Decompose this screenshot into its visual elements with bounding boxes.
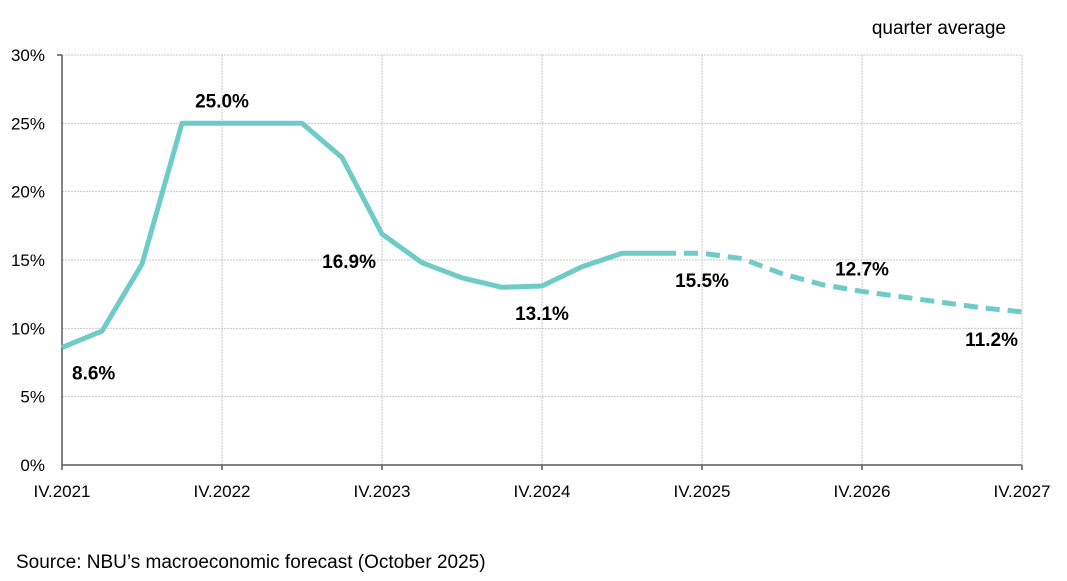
- series-line-actual: [61, 120, 662, 350]
- data-label: 15.5%: [675, 271, 729, 292]
- y-tick-label: 15%: [11, 251, 45, 270]
- data-label: 8.6%: [72, 363, 115, 384]
- data-label: 11.2%: [965, 330, 1018, 351]
- x-tick-label: IV.2027: [993, 482, 1050, 501]
- y-tick-label: 10%: [11, 319, 45, 338]
- series-line-forecast: [662, 250, 1023, 315]
- data-label: 16.9%: [322, 252, 376, 273]
- y-tick-label: 20%: [11, 183, 45, 202]
- x-tick-label: IV.2025: [673, 482, 730, 501]
- y-tick-label: 25%: [11, 114, 45, 133]
- y-tick-label: 5%: [20, 388, 45, 407]
- data-label: 13.1%: [515, 304, 569, 325]
- source-note: Source: NBU’s macroeconomic forecast (Oc…: [16, 552, 486, 573]
- axes: 0% 5% 10% 15% 20% 25% 30% IV.2021 IV.2022 IV.2023…: [11, 46, 1051, 501]
- x-tick-label: IV.2024: [513, 482, 570, 501]
- x-tick-label: IV.2026: [833, 482, 890, 501]
- data-label: 12.7%: [835, 259, 889, 280]
- x-tick-label: IV.2022: [193, 482, 250, 501]
- data-labels: 8.6% 25.0% 16.9% 13.1% 15.5% 12.7% 11.2%: [72, 91, 1018, 384]
- y-tick-label: 30%: [11, 46, 45, 65]
- data-label: 25.0%: [195, 91, 249, 112]
- x-tick-label: IV.2023: [353, 482, 410, 501]
- series-lines: [61, 120, 1023, 350]
- chart-note: quarter average: [872, 18, 1006, 39]
- x-tick-label: IV.2021: [33, 482, 90, 501]
- y-tick-label: 0%: [20, 456, 45, 475]
